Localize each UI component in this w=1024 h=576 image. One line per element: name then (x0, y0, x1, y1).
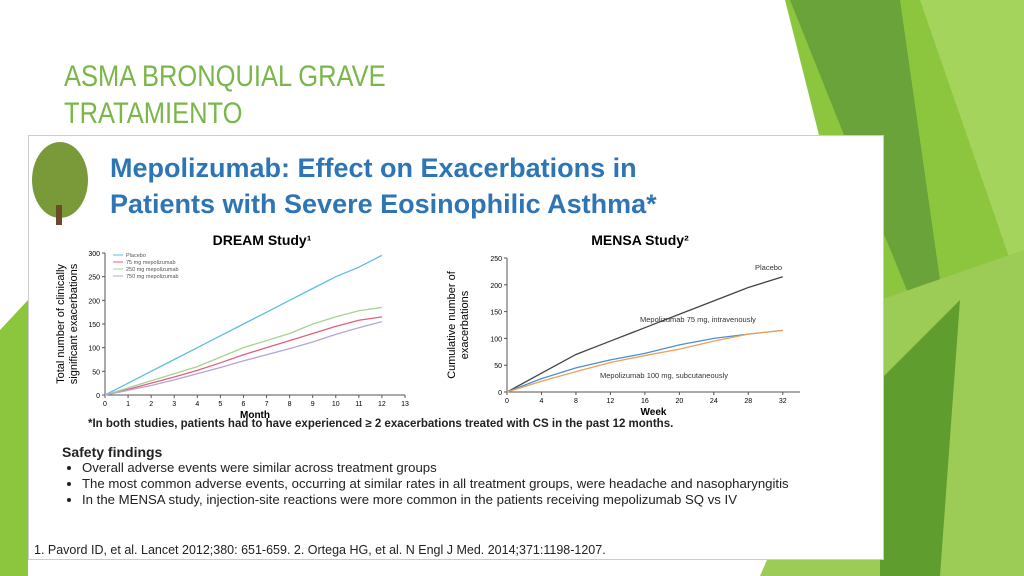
bullet: Overall adverse events were similar acro… (82, 460, 822, 476)
safety-heading: Safety findings (62, 444, 163, 460)
x-tick-label: 1 (126, 401, 130, 408)
x-axis-label: Week (641, 407, 667, 418)
references: 1. Pavord ID, et al. Lancet 2012;380: 65… (34, 543, 606, 557)
x-tick-label: 9 (311, 401, 315, 408)
x-tick-label: 8 (288, 401, 292, 408)
chart-title: DREAM Study¹ (213, 232, 312, 248)
tree-trunk (56, 205, 62, 225)
tree-icon (32, 142, 88, 218)
legend-label: 75 mg mepolizumab (126, 260, 176, 266)
y-tick-label: 50 (494, 363, 502, 370)
y-axis-label: significant exacerbations (68, 263, 80, 384)
x-axis-label: Month (240, 410, 270, 421)
y-tick-label: 0 (96, 393, 100, 400)
x-tick-label: 13 (401, 401, 409, 408)
x-tick-label: 3 (172, 401, 176, 408)
x-tick-label: 6 (242, 401, 246, 408)
y-axis-label: Total number of clinically (55, 264, 67, 384)
x-tick-label: 12 (607, 398, 615, 405)
figure-heading: Mepolizumab: Effect on Exacerbations in … (110, 150, 657, 222)
y-tick-label: 0 (498, 390, 502, 397)
bullet: In the MENSA study, injection-site react… (82, 492, 822, 508)
heading-line: Patients with Severe Eosinophilic Asthma… (110, 189, 657, 219)
series-label: Mepolizumab 75 mg, intravenously (640, 315, 756, 324)
green-shape (920, 0, 1024, 300)
y-tick-label: 150 (88, 322, 100, 329)
x-tick-label: 10 (332, 401, 340, 408)
y-tick-label: 250 (490, 256, 502, 263)
slide-title: ASMA BRONQUIAL GRAVE TRATAMIENTO (64, 58, 386, 132)
y-tick-label: 100 (88, 346, 100, 353)
footnote: *In both studies, patients had to have e… (88, 418, 674, 430)
y-tick-label: 200 (490, 283, 502, 290)
x-tick-label: 2 (149, 401, 153, 408)
series-line (104, 316, 383, 396)
y-tick-label: 250 (88, 275, 100, 282)
series-label: Placebo (755, 263, 782, 272)
y-tick-label: 200 (88, 298, 100, 305)
bullet: The most common adverse events, occurrin… (82, 476, 822, 492)
green-shape (0, 300, 28, 576)
series-line (104, 254, 383, 396)
x-tick-label: 28 (744, 398, 752, 405)
x-tick-label: 12 (378, 401, 386, 408)
x-tick-label: 20 (675, 398, 683, 405)
chart-title: MENSA Study² (591, 232, 689, 248)
series-line (506, 329, 783, 393)
y-tick-label: 100 (490, 336, 502, 343)
safety-findings: Safety findings Overall adverse events w… (62, 444, 822, 508)
series-line (506, 329, 783, 393)
legend-label: Placebo (126, 253, 146, 259)
series-label: Mepolizumab 100 mg, subcutaneously (600, 371, 728, 380)
y-axis-label: exacerbations (459, 290, 471, 359)
x-tick-label: 0 (103, 401, 107, 408)
x-tick-label: 4 (540, 398, 544, 405)
title-line: TRATAMIENTO (64, 97, 243, 130)
y-tick-label: 150 (490, 310, 502, 317)
x-tick-label: 24 (710, 398, 718, 405)
green-shape (880, 300, 960, 576)
x-tick-label: 11 (355, 401, 362, 408)
x-tick-label: 4 (195, 401, 199, 408)
legend-label: 250 mg mepolizumab (126, 267, 179, 273)
bullet-list: Overall adverse events were similar acro… (62, 460, 822, 508)
series-line (104, 306, 383, 396)
x-tick-label: 7 (265, 401, 269, 408)
figure-panel (28, 135, 884, 560)
x-tick-label: 0 (505, 398, 509, 405)
x-tick-label: 5 (218, 401, 222, 408)
x-tick-label: 16 (641, 398, 649, 405)
x-tick-label: 32 (779, 398, 787, 405)
title-line: ASMA BRONQUIAL GRAVE (64, 60, 386, 93)
y-tick-label: 50 (92, 369, 100, 376)
x-tick-label: 8 (574, 398, 578, 405)
series-line (104, 321, 383, 396)
heading-line: Mepolizumab: Effect on Exacerbations in (110, 153, 637, 183)
series-line (506, 276, 783, 393)
legend-label: 750 mg mepolizumab (126, 274, 179, 280)
y-axis-label: Cumulative number of (446, 270, 458, 379)
y-tick-label: 300 (88, 251, 100, 258)
